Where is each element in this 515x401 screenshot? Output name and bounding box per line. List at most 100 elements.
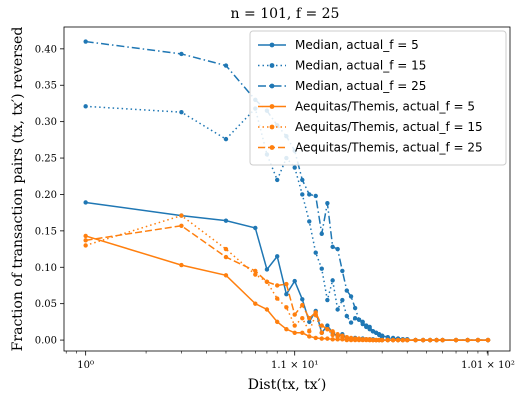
series-6 <box>83 223 491 343</box>
data-point <box>390 337 396 343</box>
data-point <box>356 317 362 322</box>
data-point <box>307 316 312 321</box>
data-point <box>360 319 365 325</box>
y-tick-label: 0.15 <box>35 226 57 237</box>
legend-label: Aequitas/Themis, actual_f = 25 <box>295 141 483 155</box>
data-point <box>179 223 184 228</box>
legend-marker <box>269 124 275 130</box>
legend-marker <box>269 145 275 150</box>
y-tick-label: 0.30 <box>35 117 57 128</box>
legend-entry: Median, actual_f = 15 <box>258 59 426 73</box>
data-point <box>465 337 470 343</box>
data-point <box>83 243 88 248</box>
data-point <box>335 246 340 252</box>
data-point <box>395 337 401 343</box>
data-point <box>330 337 335 342</box>
data-point <box>420 337 426 343</box>
data-point <box>284 326 289 332</box>
data-point <box>179 213 184 218</box>
y-tick-label: 0.35 <box>35 81 57 92</box>
data-point <box>319 266 324 271</box>
legend-entry: Aequitas/Themis, actual_f = 5 <box>258 100 475 114</box>
y-tick-label: 0.10 <box>35 263 57 274</box>
data-point <box>330 278 335 283</box>
x-tick-label: 10⁰ <box>77 360 94 371</box>
data-point <box>284 281 289 287</box>
data-point <box>307 192 312 197</box>
data-point <box>373 337 379 343</box>
data-point <box>300 316 305 321</box>
data-point <box>275 177 280 183</box>
data-point <box>223 136 229 142</box>
data-point <box>253 225 258 231</box>
data-point <box>83 238 88 243</box>
axis-layer: 0.00 0.05 0.10 0.15 0.20 0.25 0.30 0.35 0.40 10⁰ 1… <box>35 44 515 371</box>
data-point <box>179 109 184 115</box>
data-point <box>307 334 312 339</box>
data-point <box>264 267 270 272</box>
legend-marker <box>269 42 275 48</box>
data-point <box>313 310 318 315</box>
data-point <box>223 246 229 252</box>
x-tick-label: 1.1 × 10¹ <box>271 360 318 371</box>
data-point <box>340 333 345 338</box>
legend-label: Median, actual_f = 5 <box>295 38 419 52</box>
data-point <box>335 332 340 337</box>
data-point <box>344 334 350 340</box>
data-point <box>325 297 330 303</box>
data-point <box>307 319 312 325</box>
data-point <box>340 268 345 274</box>
y-tick-label: 0.25 <box>35 154 57 165</box>
data-point <box>223 273 229 278</box>
data-point <box>405 337 410 343</box>
chart-title: n = 101, f = 25 <box>231 6 340 22</box>
data-point <box>313 335 318 341</box>
data-point <box>434 337 439 343</box>
data-point <box>313 193 318 199</box>
data-point <box>292 312 297 317</box>
y-tick-label: 0.40 <box>35 44 57 55</box>
data-point <box>364 323 369 328</box>
data-point <box>275 296 280 301</box>
data-point <box>330 244 335 250</box>
data-point <box>253 268 258 274</box>
y-tick-label: 0.00 <box>35 336 57 347</box>
legend-marker <box>269 104 275 109</box>
series-1 <box>83 200 491 343</box>
y-axis-label: Fraction of transaction pairs (tx, tx′) … <box>10 27 26 352</box>
data-point <box>427 337 433 343</box>
data-point <box>485 337 491 343</box>
data-point <box>348 294 354 299</box>
data-point <box>275 283 280 288</box>
data-point <box>83 200 88 205</box>
legend-marker <box>269 63 275 68</box>
data-point <box>475 337 481 343</box>
data-point <box>83 39 88 44</box>
plot-area-frame <box>63 26 511 352</box>
data-point <box>319 336 324 341</box>
data-point <box>370 337 376 343</box>
data-point <box>352 336 358 341</box>
data-point <box>367 337 372 342</box>
data-point <box>352 305 358 311</box>
data-point <box>325 323 330 328</box>
data-point <box>440 337 445 343</box>
legend: Median, actual_f = 5 Median, actual_f = 1… <box>249 30 507 166</box>
data-point <box>360 337 365 342</box>
legend-label: Aequitas/Themis, actual_f = 5 <box>295 100 475 114</box>
data-point <box>313 250 318 255</box>
x-tick-label: 1.01 × 10² <box>461 360 515 371</box>
data-point <box>367 326 372 332</box>
y-tick-label: 0.05 <box>35 299 57 310</box>
data-point <box>330 329 335 334</box>
series-line <box>85 201 488 341</box>
legend-label: Median, actual_f = 25 <box>295 79 426 93</box>
data-point <box>344 313 350 319</box>
data-point <box>83 104 88 109</box>
data-point <box>275 254 280 259</box>
data-point <box>300 302 305 308</box>
data-point <box>83 233 88 239</box>
data-point <box>344 288 350 293</box>
data-point <box>223 218 229 223</box>
